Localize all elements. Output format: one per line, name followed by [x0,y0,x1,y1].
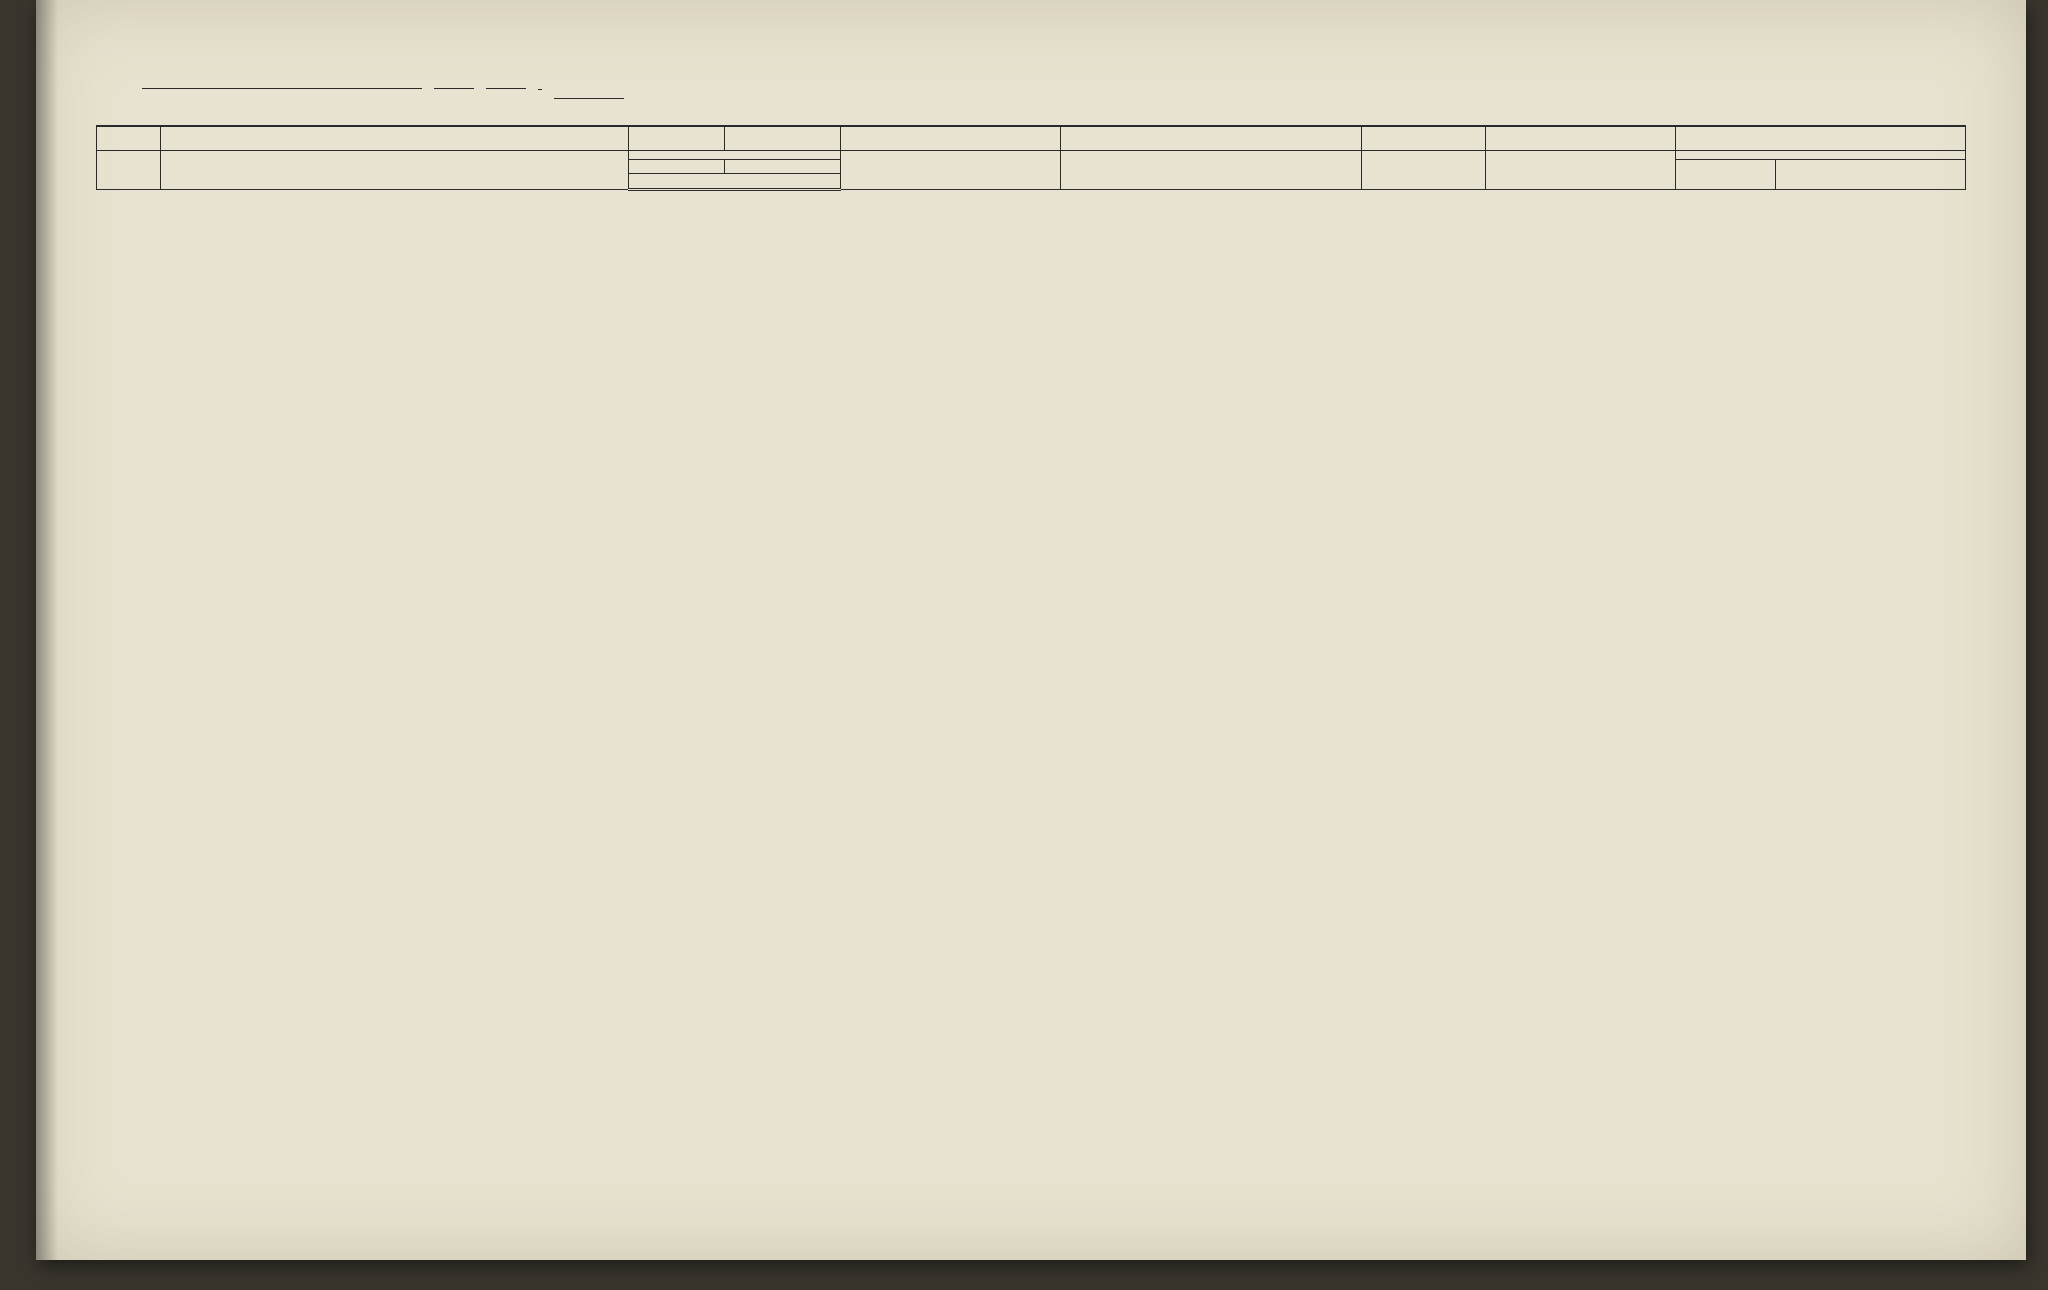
census-table [96,125,1966,191]
colnum-4 [725,126,841,150]
colnum-2 [161,126,629,150]
hdr-flyt-dat [1675,159,1775,190]
street-name [142,88,422,89]
hdr-datum [725,159,841,173]
side-stack [538,89,542,90]
hdr-aar [629,159,725,173]
colnum-7 [1361,126,1485,150]
hdr-erhverv [1061,150,1361,190]
binding-shadow [36,0,58,1260]
census-form-page [36,0,2026,1260]
hdr-nr [97,150,161,190]
street-nr [434,88,474,89]
colnum-1 [97,126,161,150]
etage-value [486,88,526,89]
hdr-fodsels-sub [629,173,841,189]
colnum-6 [1061,126,1361,150]
colnum-5 [841,126,1061,150]
hdr-fodested [841,150,1061,190]
title-line [136,60,1966,99]
colnum-3 [629,126,725,150]
colnum-9 [1675,126,1965,150]
column-number-row [97,126,1966,150]
hdr-addr [1485,150,1675,190]
table-head [97,126,1966,190]
hdr-name [161,150,629,190]
hdr-fodsels [629,150,841,159]
hdr-ugift [1361,150,1485,190]
hdr-flyt [1675,150,1965,159]
opgang-blank [554,60,624,99]
colnum-8 [1485,126,1675,150]
hdr-flyt-from [1775,159,1965,190]
